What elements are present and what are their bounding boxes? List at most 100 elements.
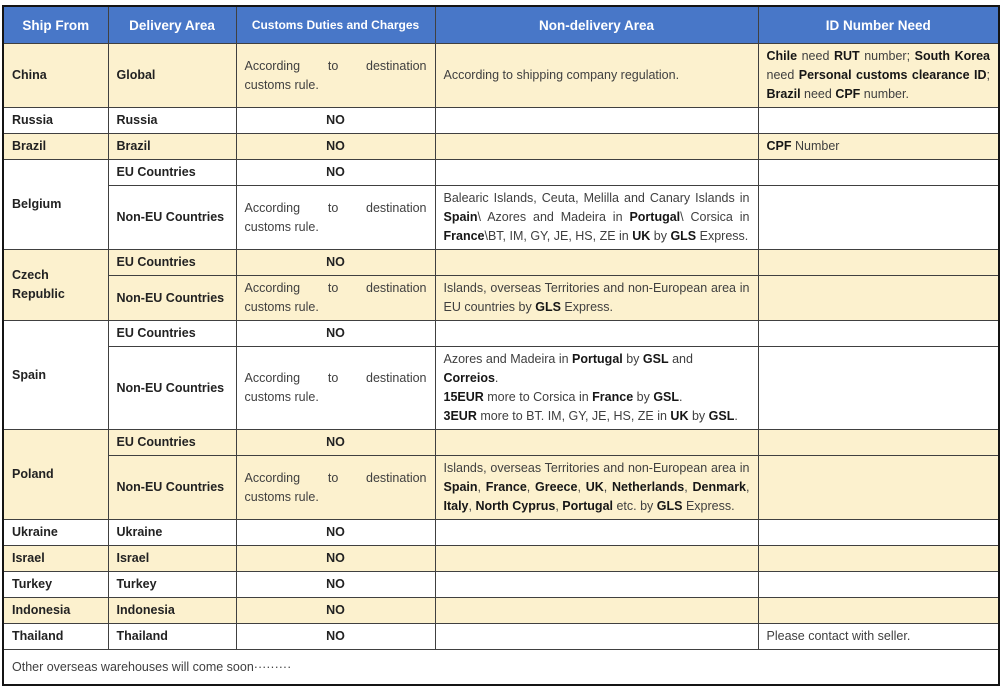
bold-text: UK (585, 480, 604, 494)
non-delivery-area-cell: Islands, overseas Territories and non-Eu… (434, 455, 759, 520)
bold-text: France (485, 480, 527, 494)
bold-text: GLS (656, 499, 683, 513)
table-row: Czech Republic EU Countries NO (2, 249, 1000, 321)
id-number-cell (757, 249, 1000, 276)
table-row: Non-EU Countries According to destination… (3, 185, 1000, 250)
customs-duties-cell: NO (235, 597, 436, 624)
customs-duties-cell: NO (235, 249, 436, 276)
non-delivery-area-cell: Azores and Madeira in Portugal by GSL an… (434, 346, 759, 430)
bold-text: CPF (835, 87, 861, 101)
customs-duties-cell: NO (235, 159, 436, 186)
table-row: Israel Israel NO (2, 545, 1000, 572)
bold-text: 15EUR (443, 390, 484, 404)
ship-from-cell: Belgium (2, 159, 109, 250)
delivery-area-cell: Israel (107, 545, 237, 572)
non-delivery-area-cell (434, 107, 759, 134)
table-footer: Other overseas warehouses will come soon… (2, 649, 1000, 686)
id-number-cell (757, 320, 1000, 347)
bold-text: GLS (535, 300, 561, 314)
bold-text: Personal customs clearance ID (798, 68, 987, 82)
customs-duties-cell: NO (235, 519, 436, 546)
table-header: Ship From Delivery Area Customs Duties a… (2, 5, 1000, 44)
bold-text: Correios (443, 371, 495, 385)
table-row: Non-EU Countries According to destination… (3, 346, 1000, 430)
table-row: Brazil Brazil NO CPF Number (2, 133, 1000, 160)
bold-text: Netherlands (612, 480, 685, 494)
ship-from-cell: Spain (2, 320, 109, 430)
non-delivery-area-cell (434, 597, 759, 624)
non-delivery-area-cell: According to shipping company regulation… (434, 43, 759, 108)
non-delivery-area-cell: Balearic Islands, Ceuta, Melilla and Can… (434, 185, 759, 250)
bold-text: RUT (833, 49, 860, 63)
shipping-info-page: Ship From Delivery Area Customs Duties a… (2, 5, 1000, 686)
delivery-area-cell: Non-EU Countries (107, 346, 237, 430)
non-delivery-area-cell (434, 320, 759, 347)
id-number-cell (757, 429, 1000, 456)
bold-text: Portugal (572, 352, 623, 366)
header-non-delivery-area: Non-delivery Area (434, 5, 759, 44)
id-number-cell (757, 519, 1000, 546)
id-number-cell (757, 455, 1000, 520)
delivery-area-cell: Brazil (107, 133, 237, 160)
bold-text: Portugal (629, 210, 681, 224)
ship-from-cell: Ukraine (2, 519, 109, 546)
customs-duties-cell: According to destination customs rule. (235, 455, 436, 520)
customs-duties-cell: According to destination customs rule. (235, 346, 436, 430)
bold-text: France (592, 390, 634, 404)
footer-note: Other overseas warehouses will come soon… (2, 649, 1000, 686)
header-ship-from: Ship From (2, 5, 109, 44)
header-id-number-need: ID Number Need (757, 5, 1000, 44)
delivery-area-cell: Turkey (107, 571, 237, 598)
bold-text: Brazil (766, 87, 801, 101)
ship-from-cell: Brazil (2, 133, 109, 160)
table-row: Non-EU Countries According to destination… (3, 455, 1000, 520)
bold-text: Chile (766, 49, 798, 63)
delivery-area-cell: EU Countries (107, 159, 237, 186)
ship-from-cell: Russia (2, 107, 109, 134)
bold-text: GSL (653, 390, 680, 404)
table-row: Turkey Turkey NO (2, 571, 1000, 598)
non-delivery-area-cell (434, 133, 759, 160)
table-row: Russia Russia NO (2, 107, 1000, 134)
id-number-cell (757, 346, 1000, 430)
bold-text: Italy (443, 499, 469, 513)
ship-from-cell: Turkey (2, 571, 109, 598)
bold-text: Portugal (562, 499, 613, 513)
non-delivery-area-cell (434, 249, 759, 276)
delivery-area-cell: EU Countries (107, 320, 237, 347)
ship-from-cell: Israel (2, 545, 109, 572)
id-number-cell (757, 185, 1000, 250)
ship-from-cell: Indonesia (2, 597, 109, 624)
bold-text: UK (670, 409, 689, 423)
bold-text: Denmark (692, 480, 747, 494)
bold-text: Spain (443, 480, 478, 494)
non-delivery-area-cell: Islands, overseas Territories and non-Eu… (434, 275, 759, 321)
delivery-area-cell: Non-EU Countries (107, 455, 237, 520)
delivery-area-cell: Non-EU Countries (107, 275, 237, 321)
non-delivery-area-cell (434, 519, 759, 546)
delivery-area-cell: EU Countries (107, 429, 237, 456)
id-number-cell (757, 571, 1000, 598)
customs-duties-cell: NO (235, 107, 436, 134)
header-customs-duties: Customs Duties and Charges (235, 5, 436, 44)
delivery-area-cell: EU Countries (107, 249, 237, 276)
id-number-cell (757, 107, 1000, 134)
customs-duties-cell: NO (235, 320, 436, 347)
header-row: Ship From Delivery Area Customs Duties a… (2, 5, 1000, 44)
bold-text: UK (632, 229, 651, 243)
table-row: Poland EU Countries NO (2, 429, 1000, 520)
bold-text: Greece (535, 480, 578, 494)
shipping-table: Ship From Delivery Area Customs Duties a… (2, 5, 1000, 686)
bold-text: CPF (766, 139, 792, 153)
table-row: Indonesia Indonesia NO (2, 597, 1000, 624)
table-row: China Global According to destination cust… (2, 43, 1000, 108)
ship-from-cell: China (2, 43, 109, 108)
delivery-area-cell: Indonesia (107, 597, 237, 624)
customs-duties-cell: According to destination customs rule. (235, 185, 436, 250)
customs-duties-cell: According to destination customs rule. (235, 275, 436, 321)
customs-duties-cell: According to destination customs rule. (235, 43, 436, 108)
bold-text: North Cyprus (475, 499, 556, 513)
bold-text: GSL (642, 352, 669, 366)
ship-from-cell: Poland (2, 429, 109, 520)
id-number-cell (757, 275, 1000, 321)
